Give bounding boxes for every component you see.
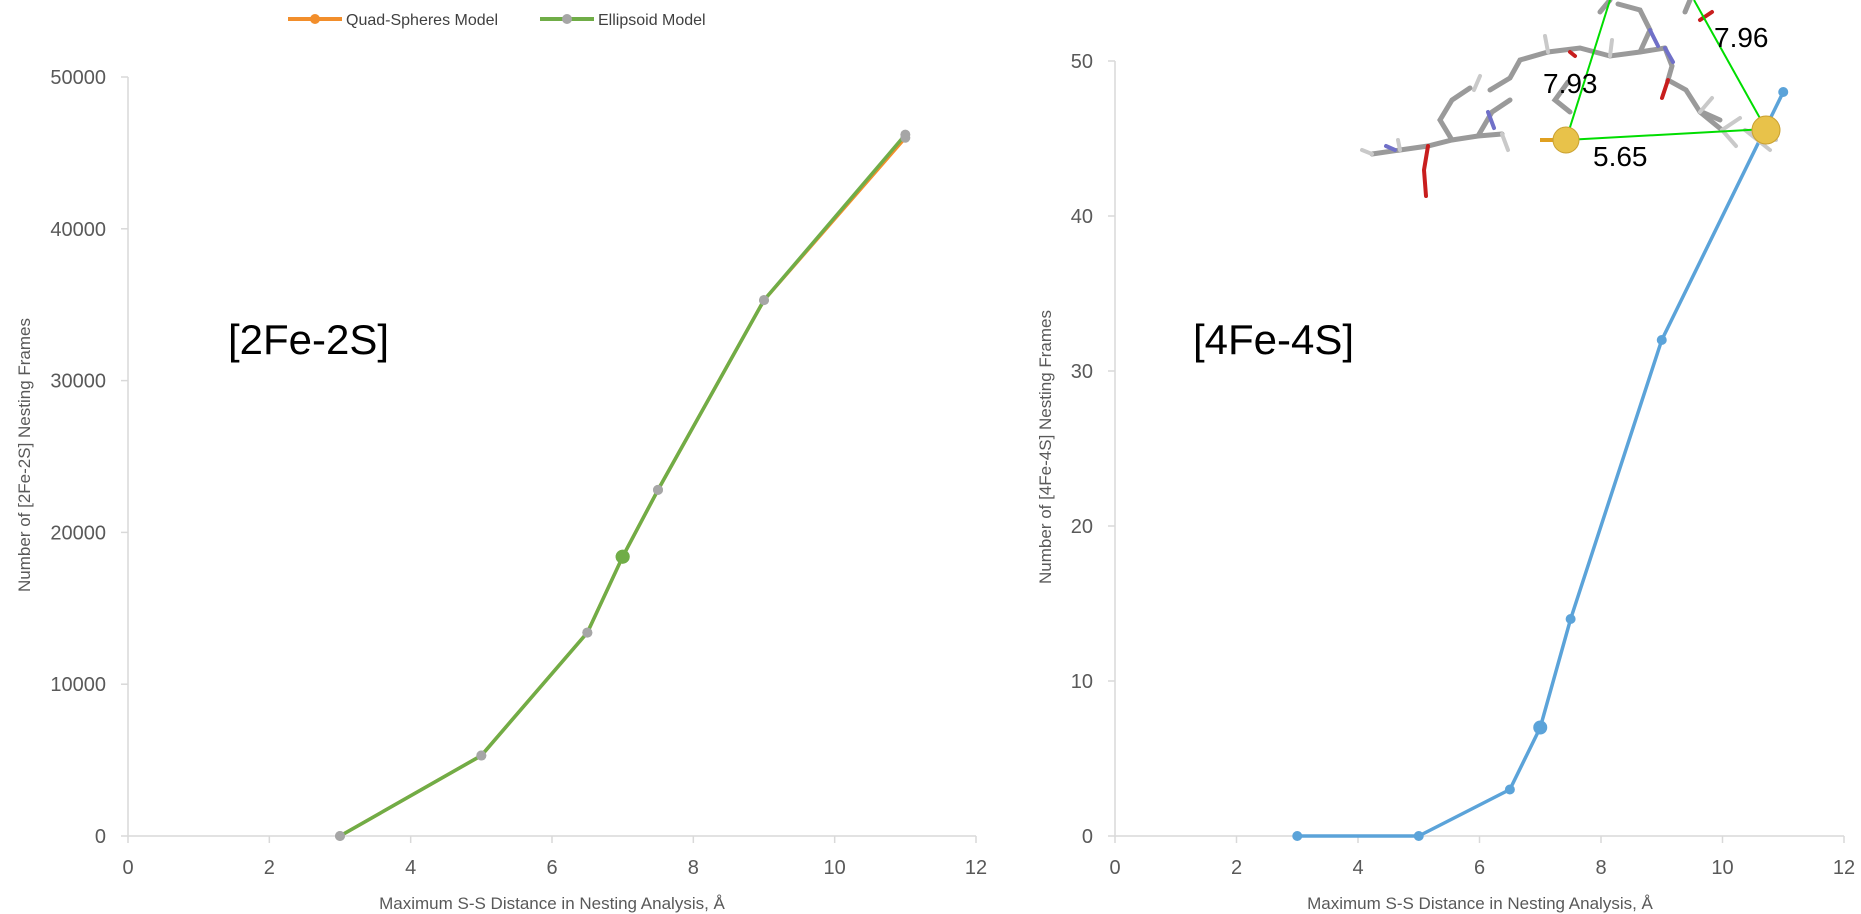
x-tick-label: 12 [965,857,987,879]
chart-axes: 0 2 4 6 8 10 12 0 10000 20000 30000 40000 50000 [50,67,987,879]
legend-label: Ellipsoid Model [598,12,706,29]
data-point [615,549,630,564]
series-points [1292,87,1789,841]
x-tick-label: 10 [1711,857,1733,879]
y-axis-label: Number of [4Fe-4S] Nesting Frames [1036,310,1055,584]
data-point [1292,831,1303,841]
distance-label: 7.96 [1714,22,1769,53]
y-tick-label: 40000 [50,219,106,241]
chart-panel-4fe4s: 0 2 4 6 8 10 12 0 10 20 30 40 50 [4Fe-4S] Maximum S-… [1036,51,1855,913]
x-axis-label: Maximum S-S Distance in Nesting Analysis… [379,894,725,913]
panel-label: [4Fe-4S] [1193,316,1354,363]
y-tick-label: 30000 [50,371,106,393]
data-point [653,484,663,495]
x-tick-label: 2 [1231,857,1242,879]
data-point [582,627,593,638]
series-line [339,136,907,838]
x-tick-label: 8 [1595,857,1606,879]
x-tick-label: 6 [546,857,557,879]
data-point [1504,784,1515,795]
x-tick-label: 8 [688,857,699,879]
y-axis-label: Number of [2Fe-2S] Nesting Frames [15,318,34,592]
data-point [1413,831,1424,841]
series-line [339,133,907,838]
y-tick-label: 0 [1082,826,1093,848]
x-tick-label: 12 [1833,857,1855,879]
x-tick-label: 4 [1352,857,1363,879]
sulfur-atom [1552,126,1580,154]
legend-label: Quad-Spheres Model [346,12,498,29]
y-tick-label: 10 [1071,671,1093,693]
x-tick-label: 10 [824,857,846,879]
x-axis-label: Maximum S-S Distance in Nesting Analysis… [1307,894,1653,913]
series-points [335,129,911,841]
data-point [1656,335,1667,345]
chart-panel-2fe2s: 0 2 4 6 8 10 12 0 10000 20000 30000 40000 50000 [2Fe… [15,12,987,913]
molecule-oxygens [1421,10,1714,198]
y-tick-label: 20 [1071,516,1093,538]
data-point [900,129,911,140]
y-tick-label: 30 [1071,361,1093,383]
data-point [335,831,345,841]
x-tick-label: 0 [122,857,133,879]
chart-axes: 0 2 4 6 8 10 12 0 10 20 30 40 50 [1071,51,1855,879]
y-tick-label: 0 [95,826,106,848]
y-tick-label: 20000 [50,522,106,544]
sulfur-atom [1751,115,1781,145]
data-point [1778,87,1789,97]
molecule-nitrogens [1384,28,1675,152]
series-lines [339,133,907,838]
molecule-structure-inset: 7.93 7.96 5.65 [1360,0,1781,198]
legend-item-ellipsoid: Ellipsoid Model [540,12,706,29]
data-point [1565,614,1576,624]
x-tick-label: 6 [1474,857,1485,879]
y-tick-label: 10000 [50,674,106,696]
x-tick-label: 2 [264,857,275,879]
data-point [476,750,487,761]
y-tick-label: 40 [1071,206,1093,228]
data-point [759,295,769,306]
y-tick-label: 50 [1071,51,1093,73]
y-tick-label: 50000 [50,67,106,89]
x-tick-label: 4 [405,857,416,879]
panel-label: [2Fe-2S] [228,316,389,363]
legend-item-quad-spheres: Quad-Spheres Model [288,12,498,29]
data-point [1533,720,1548,735]
distance-label: 5.65 [1593,141,1648,172]
distance-label: 7.93 [1543,68,1598,99]
x-tick-label: 0 [1109,857,1120,879]
legend: Quad-Spheres Model Ellipsoid Model [288,12,706,29]
sulfur-distance-triangle [1565,0,1767,141]
